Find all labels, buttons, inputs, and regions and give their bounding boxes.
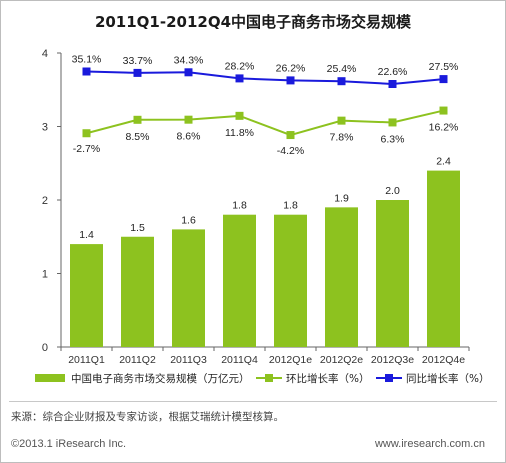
mom-value-label: 8.6%: [177, 131, 201, 143]
chart-title: 2011Q1-2012Q4中国电子商务市场交易规模: [95, 13, 412, 31]
legend-label-mom: 环比增长率（%）: [286, 372, 369, 385]
mom-point: [184, 115, 193, 124]
bar-value-label: 1.4: [79, 229, 94, 241]
yoy-value-label: 25.4%: [327, 63, 357, 75]
bars: [70, 170, 460, 347]
yoy-value-label: 33.7%: [123, 55, 153, 67]
yoy-point: [133, 68, 142, 77]
bar-value-label: 1.8: [283, 200, 298, 212]
x-tick-label: 2011Q2: [119, 354, 156, 366]
x-tick-label: 2012Q1e: [269, 354, 312, 366]
yoy-value-label: 35.1%: [72, 54, 102, 66]
mom-value-label: 7.8%: [330, 132, 354, 144]
copyright-text: ©2013.1 iResearch Inc.: [11, 438, 127, 450]
x-tick-label: 2011Q4: [221, 354, 258, 366]
yoy-value-label: 27.5%: [429, 61, 459, 73]
legend-swatch-yoy-marker: [385, 374, 393, 382]
yoy-point: [235, 74, 244, 83]
mom-point: [337, 116, 346, 125]
y-tick-label: 3: [42, 122, 48, 134]
mom-line: [86, 109, 444, 137]
bar-value-label: 1.6: [181, 214, 196, 226]
yoy-point: [388, 80, 397, 88]
yoy-value-label: 26.2%: [276, 62, 306, 74]
bar: [223, 214, 256, 347]
yoy-point: [82, 67, 91, 76]
yoy-value-label: 34.3%: [174, 54, 204, 66]
footer-divider: [9, 401, 497, 402]
mom-point: [133, 115, 142, 124]
mom-value-label: 6.3%: [381, 133, 405, 145]
yoy-line: [86, 70, 444, 86]
bar-value-label: 2.4: [436, 156, 451, 168]
yoy-point: [439, 75, 448, 84]
bar: [121, 236, 154, 347]
mom-point: [235, 111, 244, 120]
bar: [274, 214, 307, 347]
yoy-value-label: 28.2%: [225, 60, 255, 72]
website-link[interactable]: www.iresearch.com.cn: [374, 438, 485, 450]
mom-value-label: 11.8%: [225, 127, 254, 139]
bar-value-label: 2.0: [385, 185, 400, 197]
y-tick-label: 0: [42, 342, 48, 354]
mom-value-label: -2.7%: [73, 143, 100, 155]
bar-value-label: 1.5: [130, 222, 145, 234]
bar: [70, 244, 103, 347]
legend-swatch-mom-marker: [265, 374, 273, 382]
legend: 中国电子商务市场交易规模（万亿元） 环比增长率（%） 同比增长率（%）: [35, 372, 489, 385]
mom-value-label: 16.2%: [429, 122, 459, 134]
chart-svg: 2011Q1-2012Q4中国电子商务市场交易规模 0 1 2 3 4 2011Q1 201…: [35, 13, 489, 385]
legend-label-yoy: 同比增长率（%）: [406, 372, 489, 385]
bar: [172, 229, 205, 347]
x-tick-label: 2011Q1: [68, 354, 105, 366]
bar: [376, 200, 409, 347]
labels: 1.4 1.5 1.6 1.8 1.8 1.9 2.0 2.4 35.1% 33.7% 34.3% 2…: [72, 54, 459, 242]
x-tick-label: 2012Q4e: [422, 354, 465, 366]
y-tick-label: 2: [42, 195, 48, 207]
bar: [325, 207, 358, 347]
source-note: 来源：综合企业财报及专家访谈，根据艾瑞统计模型核算。: [11, 411, 284, 423]
mom-point: [439, 106, 448, 115]
axes: 0 1 2 3 4 2011Q1 2011Q2 2011Q3 2011Q4 2012Q1e 2012…: [42, 48, 470, 366]
lines: [82, 67, 448, 140]
legend-label-bar: 中国电子商务市场交易规模（万亿元）: [71, 372, 250, 385]
x-tick-label: 2012Q3e: [371, 354, 414, 366]
mom-point: [82, 129, 91, 138]
yoy-point: [184, 68, 193, 77]
yoy-value-label: 22.6%: [378, 66, 408, 78]
bar-value-label: 1.8: [232, 200, 247, 212]
mom-value-label: 8.5%: [126, 131, 150, 143]
mom-value-label: -4.2%: [277, 145, 304, 157]
legend-swatch-bar: [35, 374, 65, 382]
bar-value-label: 1.9: [334, 192, 349, 204]
x-tick-label: 2012Q2e: [320, 354, 363, 366]
yoy-point: [286, 76, 295, 85]
mom-point: [286, 131, 295, 140]
mom-point: [388, 118, 397, 127]
x-tick-label: 2011Q3: [170, 354, 207, 366]
bar: [427, 170, 460, 347]
y-tick-label: 1: [42, 269, 48, 281]
yoy-point: [337, 77, 346, 86]
y-tick-label: 4: [42, 48, 48, 60]
